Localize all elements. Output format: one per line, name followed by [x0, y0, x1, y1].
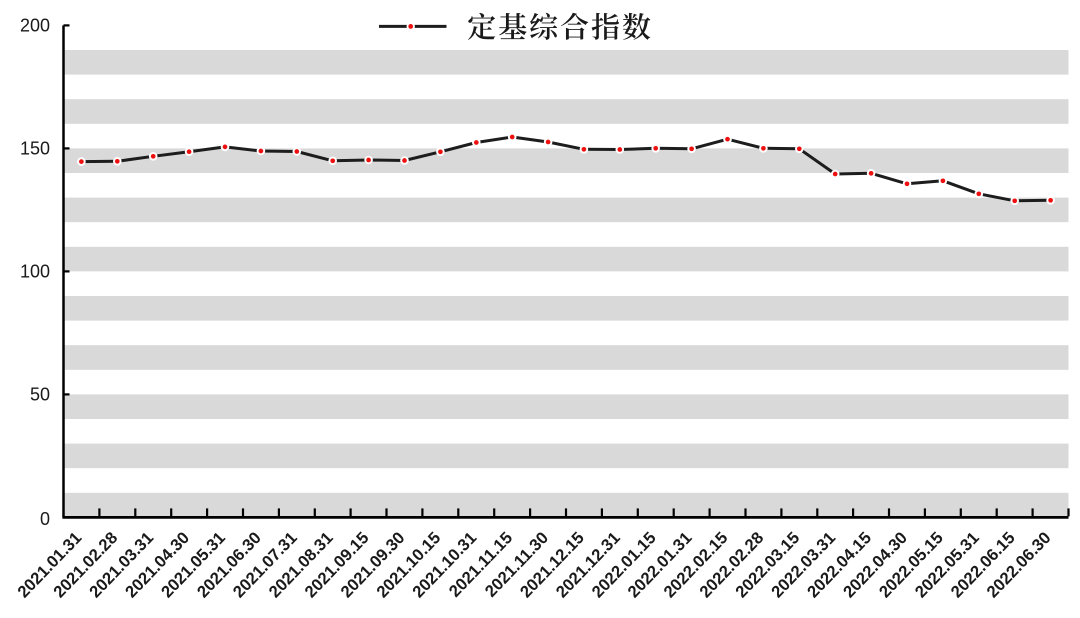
svg-text:200: 200	[20, 16, 50, 36]
svg-text:0: 0	[40, 509, 50, 529]
svg-text:50: 50	[30, 385, 50, 405]
svg-text:100: 100	[20, 262, 50, 282]
svg-text:150: 150	[20, 139, 50, 159]
